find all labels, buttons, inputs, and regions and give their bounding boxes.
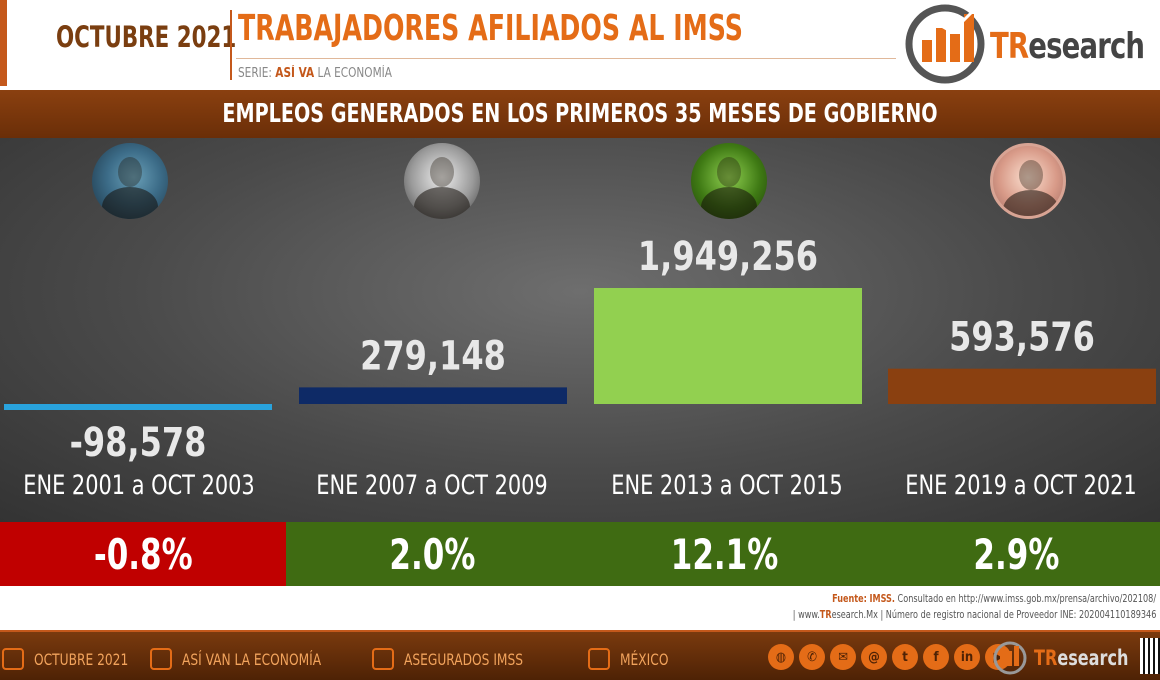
facebook-icon[interactable]: f	[923, 644, 949, 670]
bar	[594, 288, 862, 404]
chart-title: EMPLEOS GENERADOS EN LOS PRIMEROS 35 MES…	[222, 99, 938, 129]
series-prefix: SERIE:	[238, 66, 272, 81]
map-pin-icon	[588, 648, 610, 670]
period-label: ENE 2019 a OCT 2021	[905, 470, 1137, 501]
logo-wordmark: TResearch	[990, 26, 1145, 67]
president-avatar-4	[990, 143, 1066, 219]
footer-bar: OCTUBRE 2021 ASÍ VAN LA ECONOMÍA ASEGURA…	[0, 632, 1160, 680]
percent-row: -0.8% 2.0% 12.1% 2.9%	[0, 522, 1160, 586]
footer-item-country[interactable]: MÉXICO	[588, 648, 677, 670]
series-name: ASÍ VA	[275, 66, 315, 81]
president-avatar-2	[404, 143, 480, 219]
period-label: ENE 2013 a OCT 2015	[611, 470, 843, 501]
bar-value-label: 1,949,256	[638, 232, 818, 279]
whatsapp-icon[interactable]: ✆	[799, 644, 825, 670]
percent-value: 2.9%	[973, 529, 1059, 579]
document-icon	[150, 648, 172, 670]
bar-value-label: 279,148	[360, 332, 506, 379]
calendar-icon	[2, 648, 24, 670]
percent-value: 12.1%	[671, 529, 779, 579]
logo-chart-icon	[905, 4, 985, 84]
registry-note: | www.TResearch.Mx | Número de registro …	[792, 608, 1156, 621]
footer-logo[interactable]: TResearch	[990, 638, 1140, 676]
header-divider	[230, 10, 232, 80]
tresearch-logo[interactable]: TResearch	[902, 0, 1160, 86]
header-month: OCTUBRE 2021	[56, 20, 237, 54]
qr-code[interactable]	[1140, 638, 1160, 674]
email-icon[interactable]: @	[861, 644, 887, 670]
header-accent-line	[0, 0, 7, 86]
globe-icon[interactable]: ◍	[768, 644, 794, 670]
footer-accent-line	[0, 630, 1160, 633]
footer-item-topic[interactable]: ASEGURADOS IMSS	[372, 648, 544, 670]
chart-panel	[0, 138, 1160, 522]
footer-logo-icon	[993, 641, 1027, 675]
percent-cell: 2.9%	[872, 522, 1160, 586]
bar-chart: -98,578 279,148 1,949,256 593,576	[4, 232, 1156, 466]
percent-cell: 12.1%	[578, 522, 872, 586]
bar	[888, 368, 1156, 404]
series-suffix: LA ECONOMÍA	[317, 66, 392, 81]
series-label: SERIE: ASÍ VA LA ECONOMÍA	[238, 66, 392, 81]
source-note: Fuente: IMSS. Consultado en http://www.i…	[832, 592, 1156, 605]
footer-item-month[interactable]: OCTUBRE 2021	[2, 648, 145, 670]
period-label: ENE 2007 a OCT 2009	[316, 470, 548, 501]
page-title: TRABAJADORES AFILIADOS AL IMSS	[238, 8, 743, 49]
bar-value-label: 593,576	[949, 313, 1095, 360]
social-links: ◍ ✆ ✉ @ t f in ▶	[768, 644, 1016, 670]
president-avatar-1	[92, 143, 168, 219]
footer-logo-wordmark: TResearch	[1034, 646, 1129, 670]
twitter-icon[interactable]: t	[892, 644, 918, 670]
percent-value: -0.8%	[93, 529, 193, 579]
title-underline	[236, 58, 896, 59]
chart-title-band: EMPLEOS GENERADOS EN LOS PRIMEROS 35 MES…	[0, 90, 1160, 138]
messenger-icon[interactable]: ✉	[830, 644, 856, 670]
period-label: ENE 2001 a OCT 2003	[23, 470, 255, 501]
linkedin-icon[interactable]: in	[954, 644, 980, 670]
bar-value-label: -98,578	[70, 418, 207, 465]
search-icon	[372, 648, 394, 670]
president-avatar-3	[691, 143, 767, 219]
bar	[299, 387, 567, 404]
percent-value: 2.0%	[389, 529, 475, 579]
bar	[4, 404, 272, 410]
percent-cell: 2.0%	[286, 522, 578, 586]
footer-item-series[interactable]: ASÍ VAN LA ECONOMÍA	[150, 648, 346, 670]
percent-cell: -0.8%	[0, 522, 286, 586]
